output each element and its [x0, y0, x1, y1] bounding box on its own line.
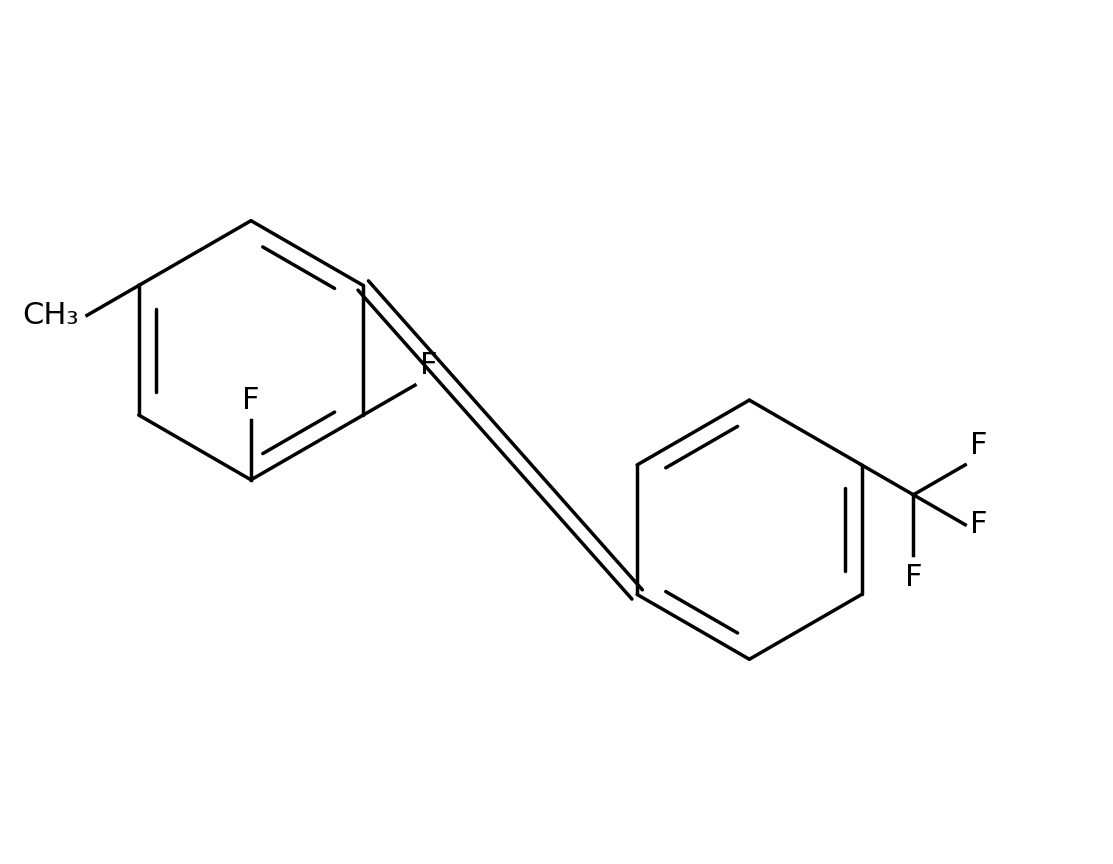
Text: F: F — [243, 386, 259, 415]
Text: F: F — [905, 562, 923, 592]
Text: CH₃: CH₃ — [22, 301, 79, 330]
Text: F: F — [971, 511, 987, 539]
Text: F: F — [971, 431, 987, 460]
Text: F: F — [420, 351, 437, 380]
